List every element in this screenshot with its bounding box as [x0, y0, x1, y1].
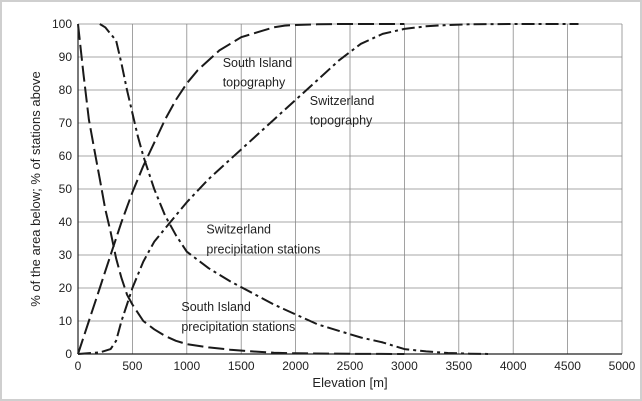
annotation-label: precipitation stations [206, 242, 320, 256]
y-tick-label: 90 [59, 50, 73, 64]
y-tick-label: 20 [59, 281, 73, 295]
y-tick-label: 80 [59, 83, 73, 97]
y-tick-label: 40 [59, 215, 73, 229]
y-tick-label: 60 [59, 149, 73, 163]
x-tick-label: 2500 [337, 359, 364, 373]
x-tick-label: 5000 [609, 359, 636, 373]
y-tick-label: 30 [59, 248, 73, 262]
annotation-label: Switzerland [206, 223, 271, 237]
series-layer [77, 23, 579, 355]
grid [77, 23, 623, 355]
annotation-label: topography [223, 76, 286, 90]
annotation-label: South Island [223, 56, 293, 70]
annotation-label: precipitation stations [181, 320, 295, 334]
y-axis-label: % of the area below; % of stations above [28, 71, 43, 307]
annotations: South Island topography Switzerland topogra… [181, 56, 374, 334]
series-line-4 [99, 23, 492, 355]
axes: 0 500 1000 1500 2000 2500 3000 3500 4000 4500 5000… [52, 17, 636, 373]
x-tick-label: 0 [75, 359, 82, 373]
x-tick-label: 3500 [445, 359, 472, 373]
annotation-label: South Island [181, 300, 251, 314]
y-tick-label: 50 [59, 182, 73, 196]
annotation-label: topography [310, 114, 373, 128]
x-tick-label: 1500 [228, 359, 255, 373]
x-tick-label: 3000 [391, 359, 418, 373]
x-tick-label: 500 [122, 359, 142, 373]
y-tick-label: 10 [59, 314, 73, 328]
x-tick-label: 4000 [500, 359, 527, 373]
x-tick-label: 1000 [173, 359, 200, 373]
x-tick-label: 2000 [282, 359, 309, 373]
y-tick-label: 70 [59, 116, 73, 130]
annotation-label: Switzerland [310, 94, 375, 108]
x-axis-label: Elevation [m] [312, 375, 387, 390]
series-line-2 [77, 23, 579, 355]
y-tick-label: 0 [65, 347, 72, 361]
y-tick-label: 100 [52, 17, 72, 31]
series-line-3 [77, 23, 405, 355]
x-tick-label: 4500 [554, 359, 581, 373]
